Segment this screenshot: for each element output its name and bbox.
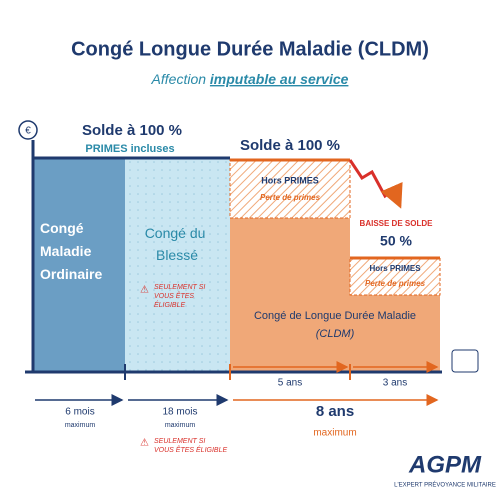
cmo-block	[33, 158, 125, 372]
coin-icon	[18, 120, 38, 140]
blesse-label: Congé du Blessé	[145, 225, 210, 263]
coin-icon-symbol: €	[25, 126, 31, 137]
label-line: Congé	[40, 220, 84, 236]
loss-note: Perte de primes	[365, 279, 426, 288]
duration: 6 mois	[65, 407, 94, 418]
dots	[125, 158, 230, 372]
duration-note: maximum	[65, 422, 96, 429]
loss-title: Hors PRIMES	[369, 264, 421, 273]
cldm-label: Congé de Longue Durée Maladie	[254, 310, 416, 322]
logo-tagline: L'EXPERT PRÉVOYANCE MILITAIRE	[394, 482, 496, 489]
drop-value: 50 %	[380, 233, 412, 249]
loss-note: Perte de primes	[260, 193, 321, 202]
pay-label: Solde à 100 %	[82, 122, 182, 139]
duration-note: maximum	[165, 422, 196, 429]
subtitle: Affection imputable au service	[151, 71, 349, 87]
footnote-line: SEULEMENT SI	[154, 438, 205, 445]
cmo-label: Congé Maladie Ordinaire	[40, 220, 102, 282]
drop-title: BAISSE DE SOLDE	[360, 219, 434, 228]
warning-icon: ⚠	[140, 438, 149, 449]
loss-title: Hors PRIMES	[261, 175, 319, 185]
label-line: Blessé	[156, 247, 198, 263]
loss-hatch	[349, 257, 441, 296]
title: Congé Longue Durée Maladie (CLDM)	[71, 38, 429, 60]
footnote-line: VOUS ÊTES ÉLIGIBLE	[154, 445, 227, 454]
subtitle-emphasis: imputable au service	[210, 71, 349, 87]
loss-hatch	[229, 159, 351, 219]
cldm-abbr: (CLDM)	[316, 328, 355, 340]
eligibility-footnote: SEULEMENT SI VOUS ÊTES ÉLIGIBLE	[154, 438, 227, 454]
duration: 18 mois	[162, 407, 197, 418]
eligibility-warning: SEULEMENT SI VOUS ÊTES ÉLIGIBLE	[154, 284, 207, 309]
label-line: Maladie	[40, 243, 92, 259]
warning-line: SEULEMENT SI	[154, 284, 205, 291]
cldm-duration-note: maximum	[313, 428, 356, 439]
label-line: Ordinaire	[40, 266, 102, 282]
drop-arrow	[348, 159, 403, 209]
sub-duration: 3 ans	[383, 378, 407, 389]
warning-line: ÉLIGIBLE	[154, 300, 185, 309]
logo: AGPM	[408, 451, 482, 478]
warning-line: VOUS ÊTES	[154, 291, 194, 300]
calendar-icon	[451, 349, 479, 373]
cldm-duration: 8 ans	[316, 403, 354, 420]
pay-note: PRIMES incluses	[85, 143, 174, 155]
pay-label: Solde à 100 %	[240, 137, 340, 154]
subtitle-prefix: Affection	[151, 71, 207, 87]
warning-icon: ⚠	[140, 285, 149, 296]
label-line: Congé du	[145, 225, 206, 241]
sub-duration: 5 ans	[278, 378, 302, 389]
